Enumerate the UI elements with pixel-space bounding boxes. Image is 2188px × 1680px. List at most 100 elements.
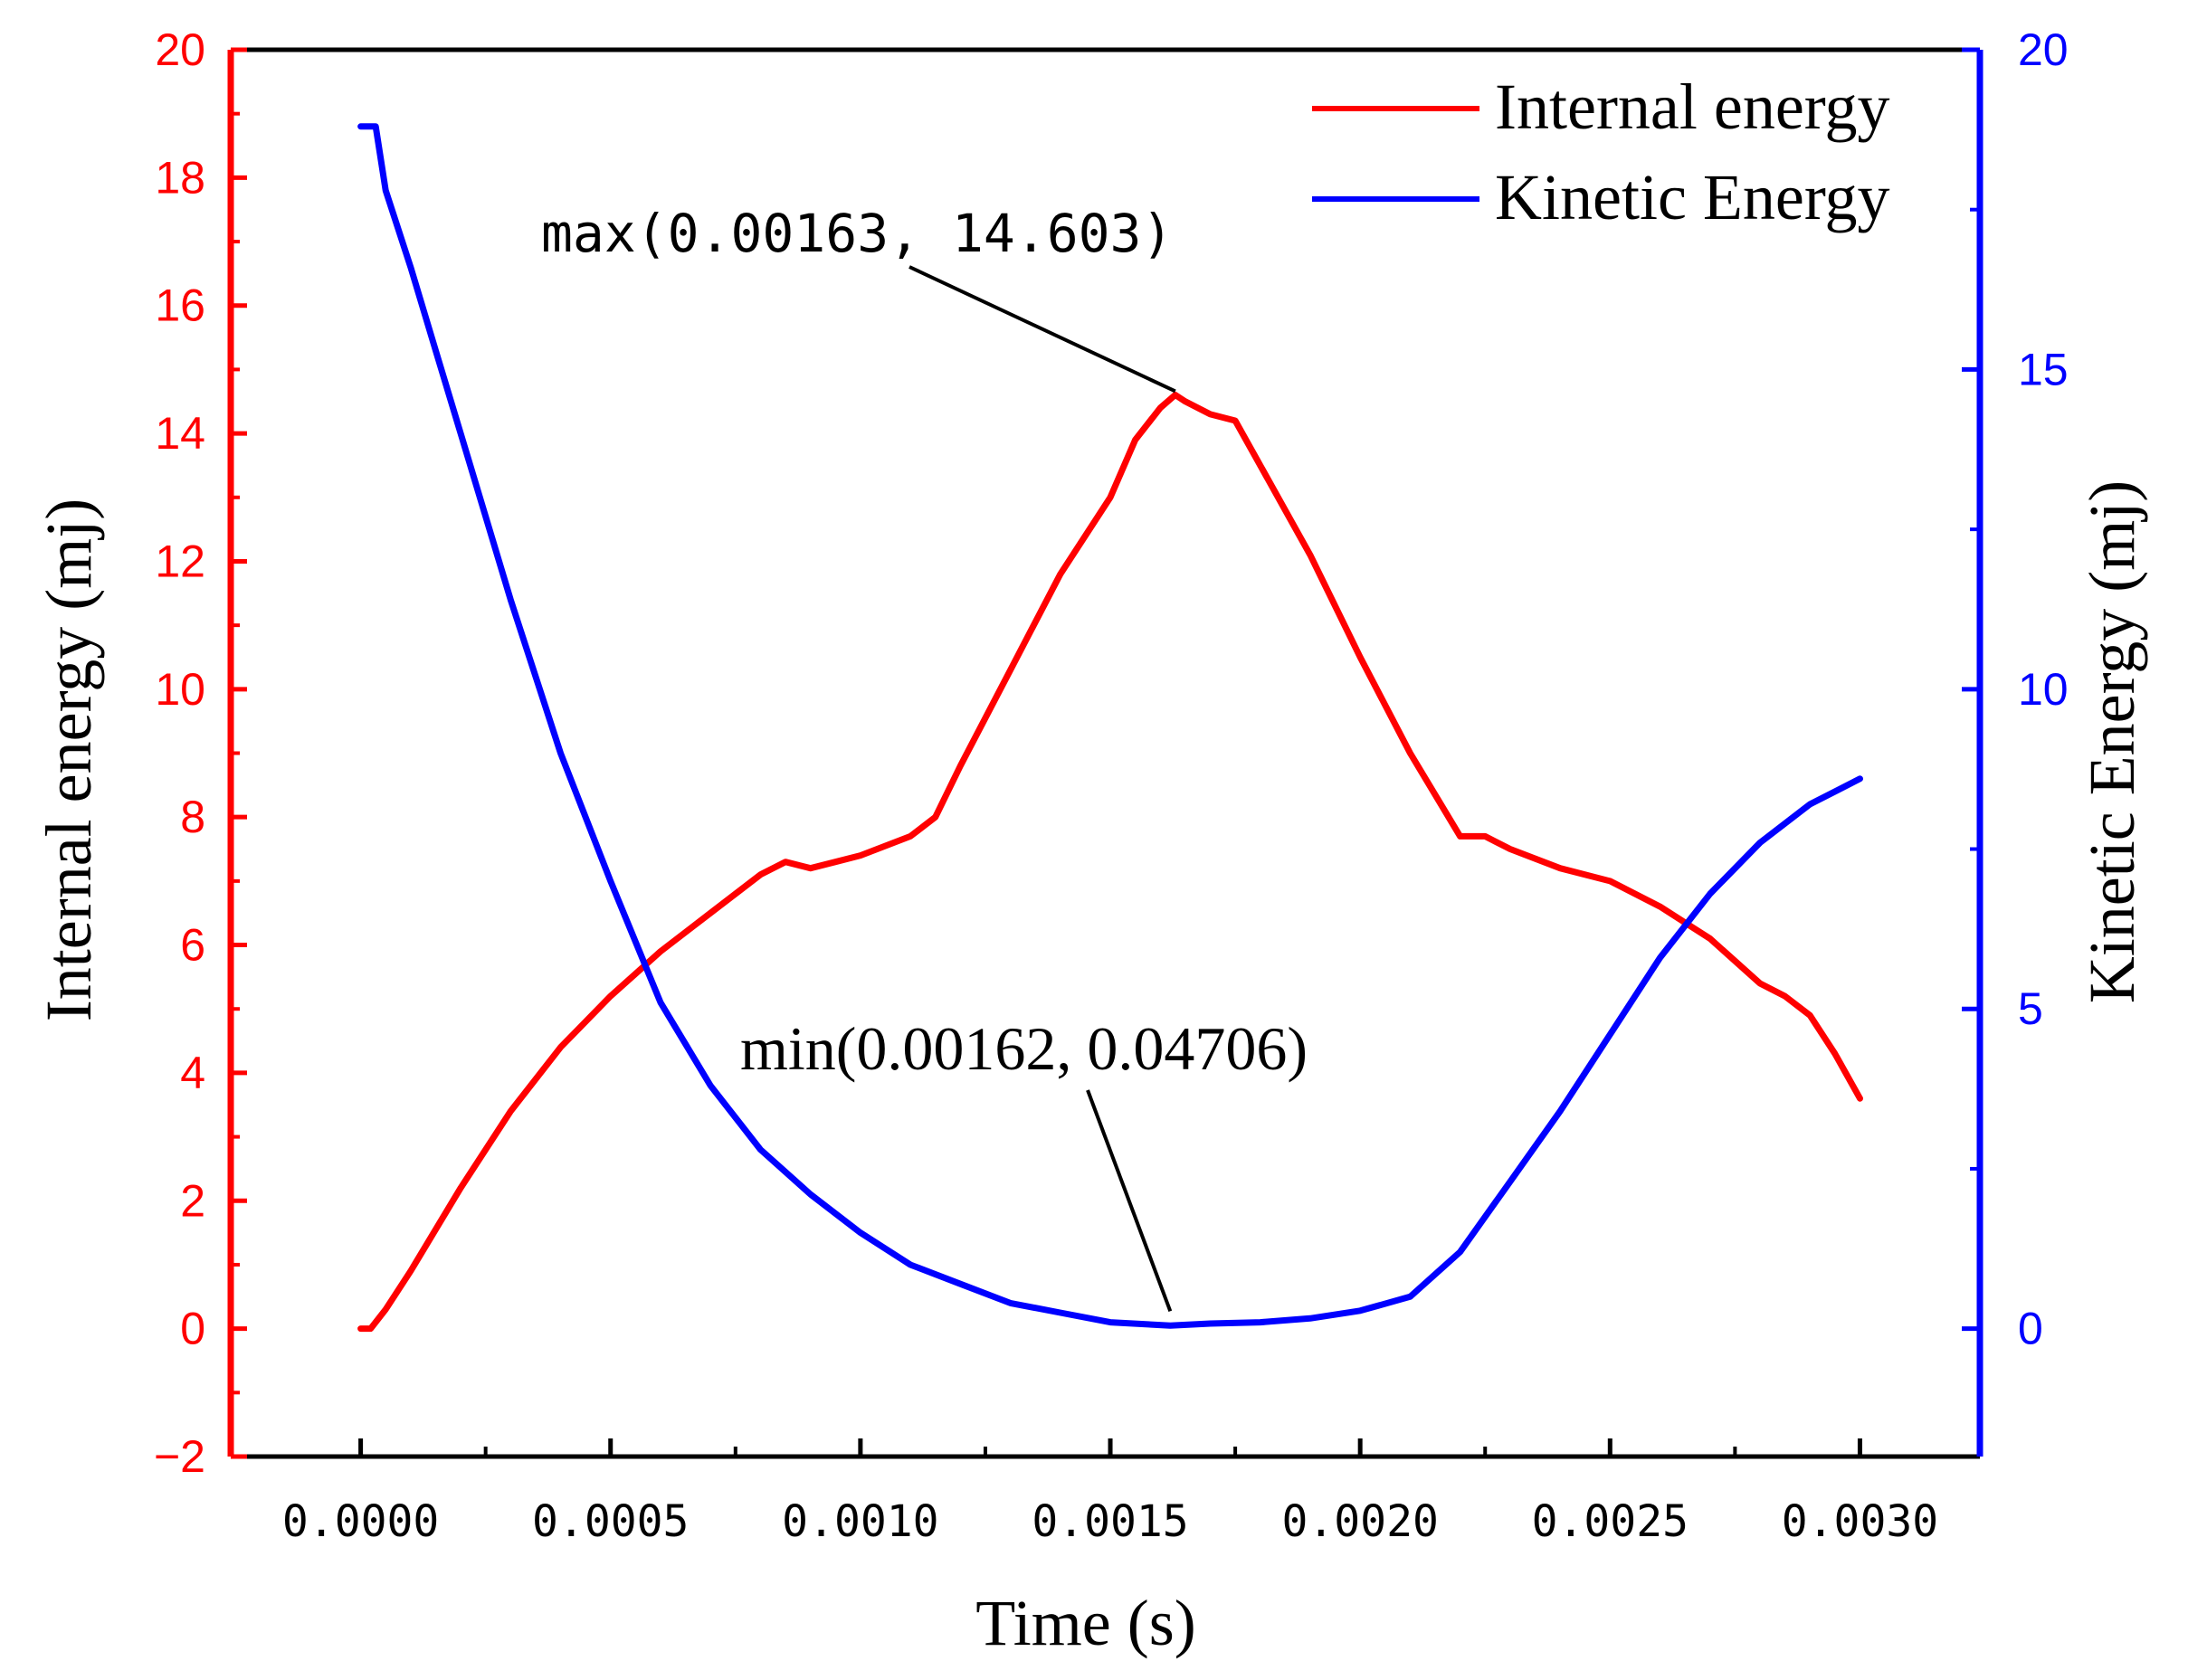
internal-energy-point — [1133, 438, 1137, 442]
y-right-tick-label: 20 — [2018, 24, 2069, 75]
internal-energy-point — [1808, 1013, 1812, 1018]
internal-energy-point — [1173, 393, 1177, 397]
x-tick-label: 0.0005 — [532, 1496, 689, 1547]
y-left-tick-label: 20 — [155, 24, 205, 75]
y-right-tick-label: 15 — [2018, 344, 2069, 394]
internal-energy-point — [1408, 751, 1413, 755]
internal-energy-point — [1783, 994, 1787, 999]
internal-energy-point — [558, 1045, 563, 1049]
kinetic-energy-point — [659, 1001, 662, 1005]
kinetic-energy-line — [357, 123, 1863, 1329]
y-left-tick-label: 18 — [155, 152, 205, 203]
internal-energy-point — [384, 1307, 388, 1312]
internal-energy-point — [608, 994, 613, 999]
kinetic-energy-point — [1408, 1295, 1413, 1299]
internal-energy-point — [659, 949, 662, 954]
internal-energy-point — [1108, 495, 1112, 499]
internal-energy-point — [1832, 1051, 1837, 1056]
internal-energy-point — [1608, 878, 1612, 883]
kinetic-energy-point — [1458, 1249, 1462, 1254]
annotation-layer: max(0.00163, 14.603) min(0.00162, 0.04706… — [541, 203, 1308, 1313]
internal-energy-point — [784, 859, 787, 864]
y-left-axis-title: Internal energy (mj) — [33, 498, 105, 1021]
internal-energy-point — [408, 1269, 413, 1273]
kinetic-energy-point — [1058, 1311, 1062, 1315]
kinetic-energy-point — [358, 124, 363, 128]
kinetic-energy-point — [509, 597, 513, 602]
kinetic-energy-point — [1608, 1032, 1612, 1037]
internal-energy-point — [1008, 668, 1013, 672]
kinetic-energy-point — [958, 1282, 963, 1286]
kinetic-energy-point — [1758, 840, 1762, 845]
internal-energy-point — [1483, 834, 1488, 839]
y-right-tick-label: 5 — [2018, 983, 2043, 1034]
internal-energy-point — [1258, 463, 1262, 468]
y-left-tick-label: 10 — [155, 664, 205, 715]
kinetic-energy-point — [1108, 1320, 1112, 1324]
internal-energy-point — [1158, 405, 1163, 410]
y-left-tick-label: 12 — [155, 536, 205, 586]
kinetic-energy-point — [808, 1192, 813, 1197]
internal-energy-point — [1458, 834, 1462, 839]
ticks-layer: 0.0000 0.0005 0.0010 0.0015 0.0020 0.0025 0.00… — [154, 24, 2069, 1547]
kinetic-energy-point — [1558, 1109, 1563, 1114]
kinetic-energy-point — [558, 751, 563, 755]
kinetic-energy-point — [433, 348, 438, 353]
x-tick-label: 0.0000 — [282, 1496, 439, 1547]
legend: Internal energy Kinetic Energy — [1312, 71, 1890, 233]
internal-energy-point — [1658, 905, 1662, 909]
internal-energy-point — [833, 859, 838, 864]
kinetic-energy-point — [374, 124, 378, 128]
internal-energy-point — [1358, 655, 1363, 660]
internal-energy-point — [908, 834, 913, 839]
internal-energy-point — [1208, 412, 1213, 416]
kinetic-energy-point — [384, 188, 388, 193]
kinetic-energy-point — [908, 1263, 913, 1267]
kinetic-energy-point — [1708, 892, 1712, 896]
internal-energy-point — [1058, 572, 1062, 576]
kinetic-energy-point — [1358, 1308, 1363, 1313]
kinetic-energy-point — [858, 1230, 862, 1235]
internal-energy-point — [1558, 866, 1563, 870]
internal-energy-point — [1758, 982, 1762, 985]
internal-energy-point — [1308, 553, 1312, 557]
kinetic-energy-point — [1808, 802, 1812, 806]
y-right-axis-title: Kinetic Energy (mj) — [2076, 480, 2148, 1004]
x-tick-label: 0.0030 — [1782, 1496, 1938, 1547]
kinetic-energy-point — [1208, 1322, 1213, 1325]
kinetic-energy-point — [758, 1147, 763, 1152]
y-right-tick-label: 0 — [2018, 1304, 2043, 1354]
kinetic-energy-point — [1858, 776, 1862, 781]
y-left-tick-label: 2 — [180, 1175, 205, 1226]
legend-label-internal: Internal energy — [1495, 71, 1889, 143]
y-left-tick-label: 14 — [155, 408, 205, 459]
internal-energy-point — [368, 1326, 373, 1331]
internal-energy-point — [1183, 399, 1187, 403]
internal-energy-point — [933, 815, 937, 820]
series-layer — [357, 123, 1863, 1333]
kinetic-energy-point — [1308, 1316, 1312, 1321]
internal-energy-point — [509, 1109, 513, 1114]
y-left-tick-label: 8 — [180, 792, 205, 842]
y-left-tick-label: 4 — [180, 1048, 205, 1098]
kinetic-energy-point — [459, 432, 463, 436]
x-tick-label: 0.0020 — [1281, 1496, 1438, 1547]
internal-energy-point — [709, 911, 713, 916]
internal-energy-point — [808, 866, 813, 870]
internal-energy-point — [858, 853, 862, 858]
kinetic-energy-point — [1008, 1301, 1013, 1305]
x-tick-label: 0.0010 — [782, 1496, 938, 1547]
y-right-tick-label: 10 — [2018, 664, 2069, 715]
y-left-tick-label: 16 — [155, 280, 205, 331]
kinetic-energy-point — [608, 878, 613, 883]
y-left-tick-label: 6 — [180, 920, 205, 971]
internal-energy-point — [958, 764, 963, 768]
y-left-tick-label: 0 — [180, 1304, 205, 1354]
max-annotation-label: max(0.00163, 14.603) — [541, 203, 1173, 264]
internal-energy-point — [358, 1326, 363, 1331]
max-annotation-leader — [908, 265, 1176, 394]
kinetic-energy-point — [1658, 955, 1662, 960]
x-axis-title: Time (s) — [975, 1587, 1195, 1659]
